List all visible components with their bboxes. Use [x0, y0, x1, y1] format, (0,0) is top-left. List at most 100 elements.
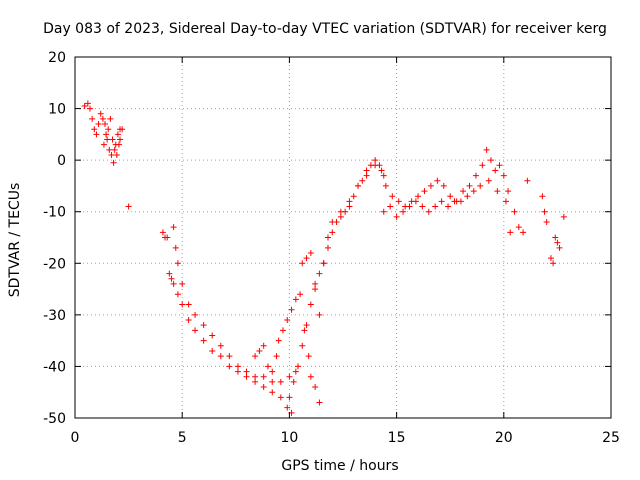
data-point — [104, 136, 111, 143]
data-point — [346, 203, 353, 210]
data-point — [234, 363, 241, 370]
data-point — [168, 275, 175, 282]
data-point — [170, 280, 177, 287]
data-point — [303, 322, 310, 329]
data-point — [108, 151, 115, 158]
data-point — [312, 286, 319, 293]
data-point — [125, 203, 132, 210]
data-point — [378, 167, 385, 174]
data-point — [209, 332, 216, 339]
data-point — [505, 188, 512, 195]
data-point — [477, 182, 484, 189]
data-point — [226, 363, 233, 370]
data-point — [406, 203, 413, 210]
chart-title: Day 083 of 2023, Sidereal Day-to-day VTE… — [43, 21, 607, 37]
data-point — [560, 213, 567, 220]
data-point — [159, 229, 166, 236]
data-point — [284, 404, 291, 411]
data-point — [312, 280, 319, 287]
data-point — [316, 270, 323, 277]
x-tick-label: 5 — [178, 430, 187, 446]
plot-frame — [74, 56, 612, 419]
data-point — [243, 368, 250, 375]
data-point — [440, 182, 447, 189]
data-point — [95, 121, 102, 128]
data-point — [550, 260, 557, 267]
data-point — [288, 306, 295, 313]
tick-labels: 0 5 10 15 20 25 20 10 0 -10 -20 -30 -40 -50 — [43, 50, 620, 446]
data-point — [487, 157, 494, 164]
data-point — [329, 229, 336, 236]
data-point — [217, 353, 224, 360]
data-point — [329, 219, 336, 226]
data-point — [554, 239, 561, 246]
data-point — [107, 115, 114, 122]
data-point — [260, 384, 267, 391]
data-point — [260, 342, 267, 349]
data-point — [541, 208, 548, 215]
data-point — [556, 244, 563, 251]
data-point — [466, 182, 473, 189]
data-point — [316, 399, 323, 406]
y-tick-label: -30 — [43, 308, 66, 324]
data-point — [434, 177, 441, 184]
data-point — [337, 213, 344, 220]
data-point — [252, 353, 259, 360]
data-point — [500, 172, 507, 179]
data-point — [102, 121, 109, 128]
data-point — [103, 131, 110, 138]
x-tick-label: 20 — [495, 430, 513, 446]
data-point — [346, 198, 353, 205]
data-point — [277, 378, 284, 385]
data-point — [269, 368, 276, 375]
data-point — [269, 389, 276, 396]
data-point — [81, 102, 88, 109]
data-point — [359, 177, 366, 184]
data-point — [264, 363, 271, 370]
data-point — [479, 162, 486, 169]
data-point — [419, 203, 426, 210]
data-point — [226, 353, 233, 360]
data-point — [445, 203, 452, 210]
data-point — [363, 172, 370, 179]
data-point — [502, 198, 509, 205]
data-point — [97, 110, 104, 117]
data-point — [515, 224, 522, 231]
data-point — [286, 373, 293, 380]
data-point — [350, 193, 357, 200]
data-point — [179, 301, 186, 308]
data-point — [320, 260, 327, 267]
data-point — [457, 198, 464, 205]
data-point — [256, 347, 263, 354]
data-point — [89, 115, 96, 122]
data-point — [464, 193, 471, 200]
data-point — [113, 151, 120, 158]
data-point — [372, 162, 379, 169]
data-point — [170, 224, 177, 231]
data-point — [164, 234, 171, 241]
data-point — [543, 219, 550, 226]
data-point — [483, 146, 490, 153]
x-tick-label: 10 — [280, 430, 298, 446]
data-point — [117, 136, 124, 143]
data-point — [252, 373, 259, 380]
data-point — [380, 208, 387, 215]
data-point — [421, 188, 428, 195]
data-point — [275, 337, 282, 344]
data-point — [185, 317, 192, 324]
data-point — [447, 193, 454, 200]
y-axis-label: SDTVAR / TECUs — [7, 183, 23, 298]
data-point — [460, 188, 467, 195]
data-point — [110, 159, 117, 166]
data-point — [324, 234, 331, 241]
data-point — [520, 229, 527, 236]
y-tick-label: 10 — [48, 102, 66, 118]
data-point — [307, 249, 314, 256]
data-point — [260, 373, 267, 380]
data-point — [174, 260, 181, 267]
data-point — [451, 198, 458, 205]
y-tick-label: -20 — [43, 256, 66, 272]
data-point — [174, 291, 181, 298]
data-point — [438, 198, 445, 205]
